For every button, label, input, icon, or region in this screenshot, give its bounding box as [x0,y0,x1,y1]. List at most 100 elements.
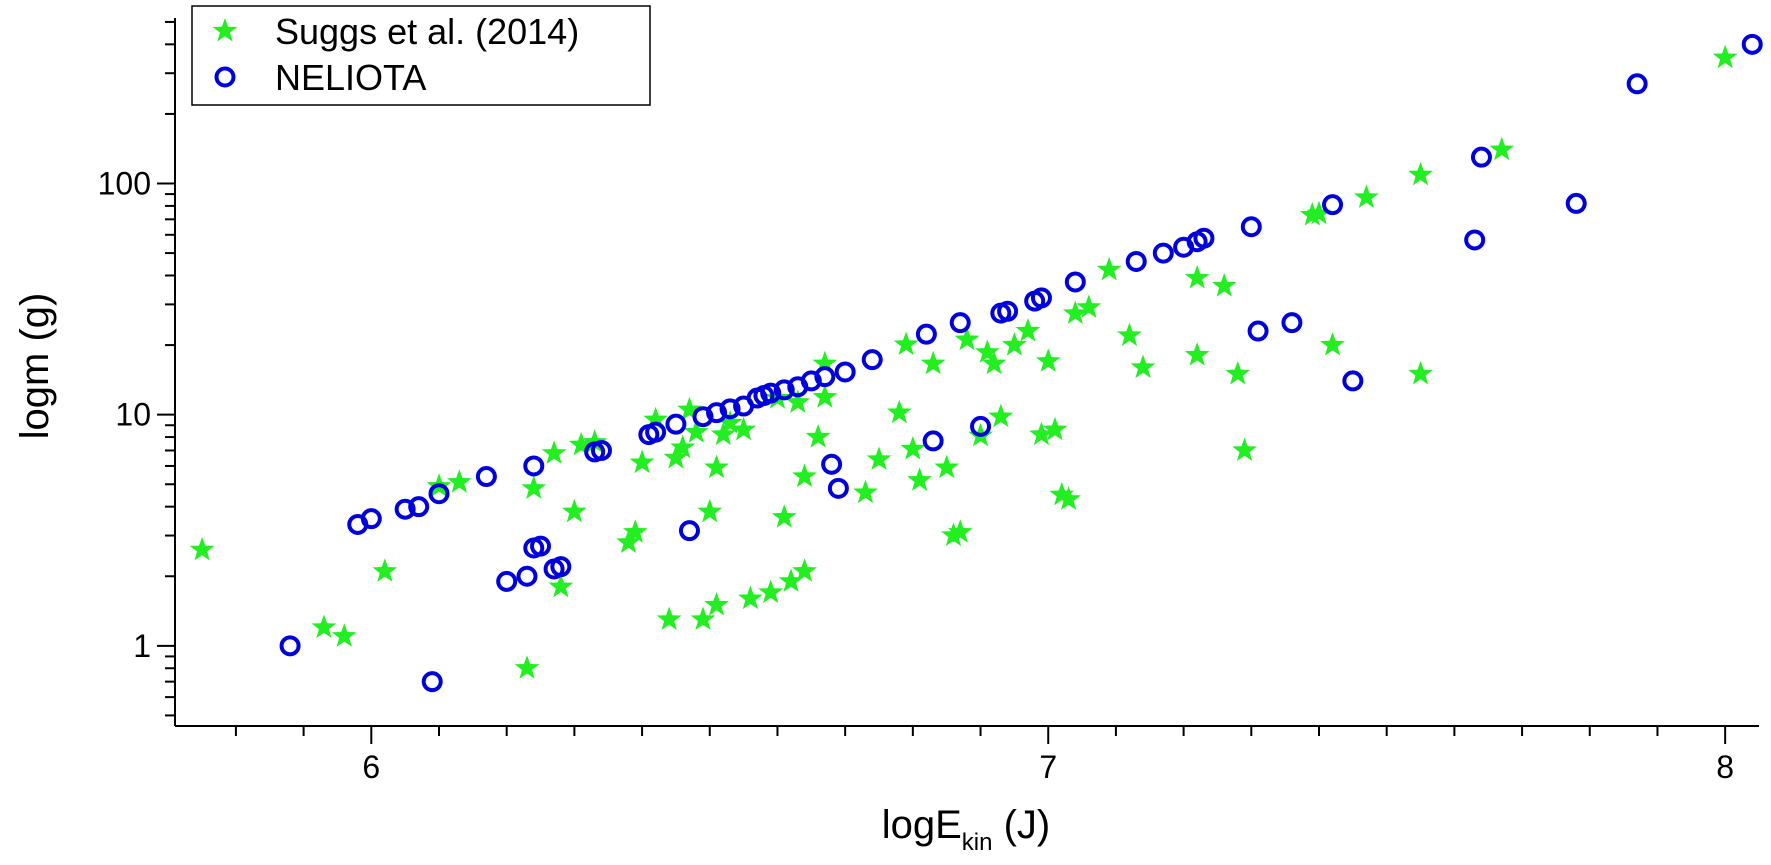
circle-point [922,430,944,452]
star-point [907,467,932,491]
star-point [1184,265,1210,289]
star-point [704,454,729,479]
star-point [717,410,743,434]
circle-point [760,382,782,404]
circle-point [408,496,430,518]
star-point [778,568,804,592]
star-point [886,399,912,424]
circle-point [1322,194,1344,216]
star-point [920,350,946,375]
star-point [893,331,919,356]
legend-label-2: NELIOTA [275,57,426,98]
star-point [582,429,608,453]
circle-point [692,406,714,428]
circle-point [360,508,382,530]
circle-point [1342,370,1364,392]
x-axis-title-unit: (J) [992,803,1050,847]
circle-point [949,312,971,334]
data-points [189,33,1763,693]
circle-point [1626,73,1648,95]
circle-point [719,398,741,420]
star-point [677,396,702,421]
star-point [311,614,337,639]
star-point [1211,273,1237,297]
star-point [812,384,838,408]
circle-point [1125,250,1147,272]
circle-point [997,300,1019,322]
star-point [785,389,811,413]
circle-point [1240,216,1262,238]
star-point [1062,300,1088,324]
star-point [1096,256,1122,281]
star-point [1056,486,1081,510]
series-neliota [279,33,1763,693]
circle-point [1470,146,1492,168]
star-point [372,558,398,582]
star-point [1408,360,1433,385]
x-tick-label: 7 [1039,749,1057,785]
star-point [1354,184,1379,209]
star-point [331,623,357,647]
star-point [548,573,574,598]
star-point [1130,354,1156,379]
circle-point [814,366,836,388]
star-point [622,519,648,543]
circle-point [530,535,552,557]
legend-marker-1 [212,18,238,42]
star-point [1035,348,1061,372]
star-point [568,431,594,456]
axis-titles: logm (g) logEkin (J) [13,293,1050,856]
legend-label-1: Suggs et al. (2014) [275,11,579,52]
star-point [866,446,892,470]
circle-point [915,323,937,345]
star-point [697,498,723,523]
circle-point [1565,192,1587,214]
star-point [805,424,831,448]
star-point [954,326,980,351]
circle-point [1741,33,1763,55]
circle-point [834,361,856,383]
circle-point [1281,312,1303,334]
circle-point [394,498,416,520]
circle-point [1247,320,1269,342]
star-point [1320,332,1345,356]
star-point [1029,421,1054,446]
circle-point [773,379,795,401]
star-point [690,606,716,631]
star-point [521,475,547,499]
x-axis-title-main: logE [882,803,962,847]
circle-point [1193,227,1215,249]
star-point [514,655,540,679]
circle-point [665,413,687,435]
circle-point [861,349,883,371]
circle-point [496,570,518,592]
star-point [670,434,696,459]
star-point [738,585,763,610]
star-point [731,416,756,441]
star-point [1049,481,1075,506]
star-point [541,440,567,464]
x-axis-title-subscript: kin [962,829,993,856]
circle-point [279,635,301,657]
star-point [629,449,655,474]
star-point [812,350,838,375]
star-point [1002,332,1027,356]
star-point [562,498,587,523]
circle-point [590,439,612,461]
star-point [981,350,1007,375]
star-point [1042,416,1068,441]
circle-point [428,483,450,505]
circle-point [827,477,849,499]
star-point [1225,360,1251,385]
star-point [1712,44,1738,69]
circle-point [550,556,572,578]
star-point [853,479,878,504]
star-point [643,406,668,431]
x-tick-label: 8 [1716,749,1734,785]
axes [174,18,1759,727]
star-point [792,558,817,582]
circle-point [1030,287,1052,309]
star-point [683,419,709,443]
star-point [1015,318,1041,342]
star-point [947,519,973,543]
